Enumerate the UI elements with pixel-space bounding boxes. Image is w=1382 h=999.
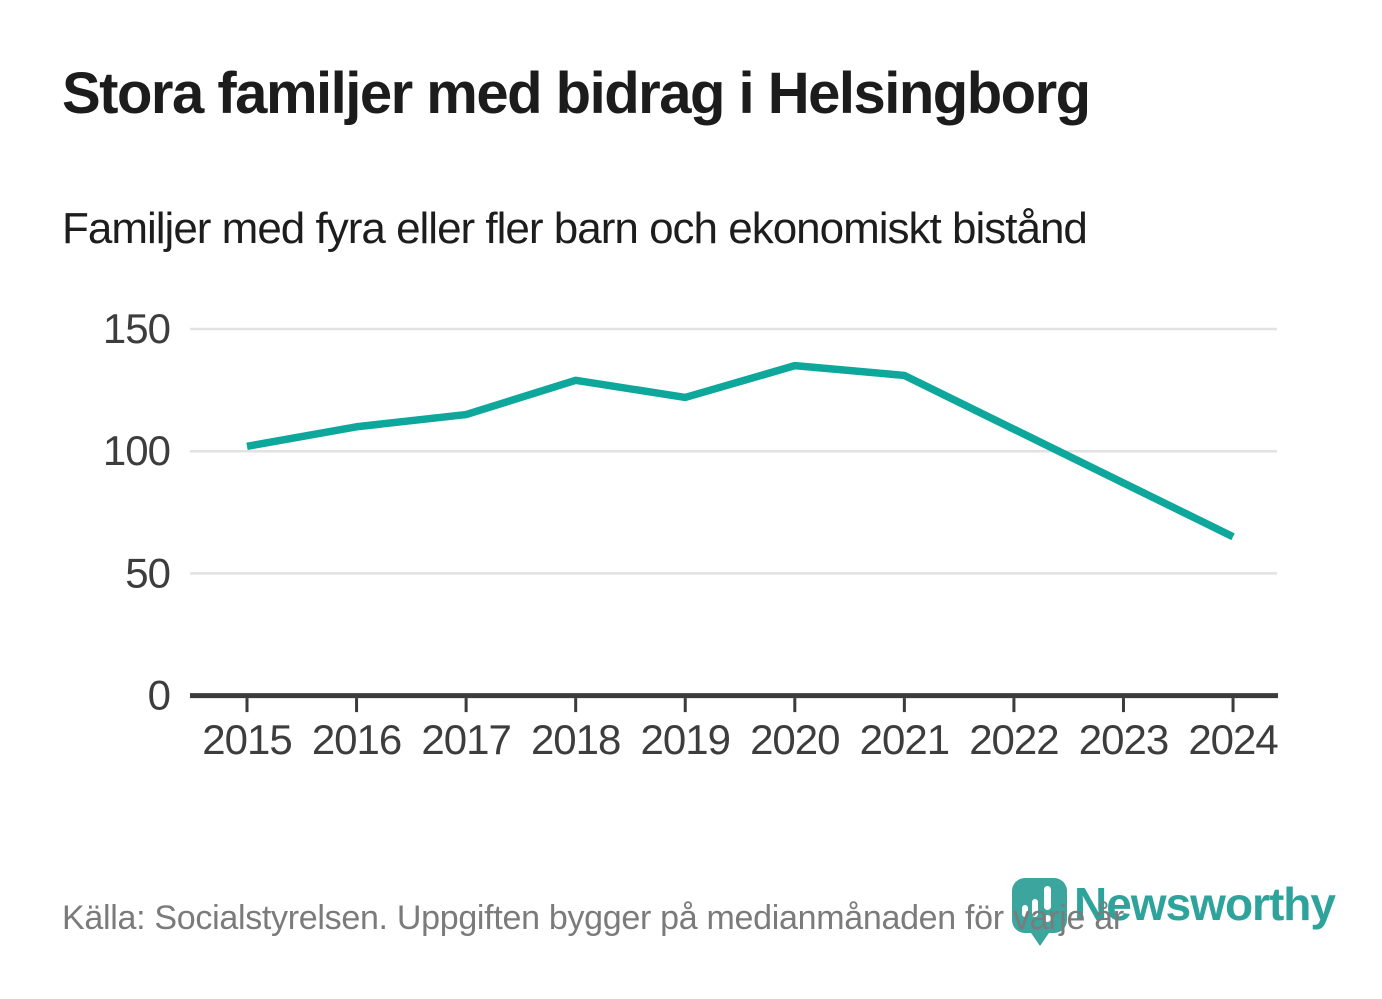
newsworthy-logo-icon <box>1012 878 1067 933</box>
x-axis-tick-label: 2024 <box>1188 716 1278 763</box>
x-axis-tick-label: 2017 <box>421 716 510 763</box>
y-axis-tick-label: 100 <box>103 427 170 474</box>
y-axis-tick-label: 0 <box>148 672 170 719</box>
logo-exclamation-icon <box>1044 886 1051 910</box>
data-line-series <box>246 361 1235 541</box>
x-axis-tick-label: 2022 <box>969 716 1058 763</box>
x-axis-tick-label: 2023 <box>1079 716 1168 763</box>
chart-subtitle: Familjer med fyra eller fler barn och ek… <box>62 204 1088 253</box>
logo-bar-icon <box>1032 899 1038 917</box>
x-axis-tick-label: 2018 <box>531 716 620 763</box>
logo-bar-icon <box>1022 905 1028 917</box>
x-axis-tick-label: 2015 <box>202 716 291 763</box>
x-axis-tick-label: 2020 <box>750 716 839 763</box>
chart-title: Stora familjer med bidrag i Helsingborg <box>62 61 1091 126</box>
logo-exclamation-dot-icon <box>1044 915 1051 922</box>
x-axis-tick-label: 2016 <box>312 716 401 763</box>
x-axis-tick-label: 2021 <box>860 716 949 763</box>
y-axis-tick-label: 150 <box>103 305 170 352</box>
source-note: Källa: Socialstyrelsen. Uppgiften bygger… <box>62 899 1124 937</box>
x-axis-tick-label: 2019 <box>641 716 730 763</box>
y-axis-tick-label: 50 <box>125 549 170 596</box>
newsworthy-logo-text: Newsworthy <box>1074 878 1336 930</box>
line-chart: 2015 2016 2017 2018 2019 2020 2021 2022 2023 2024… <box>103 305 1279 763</box>
logo-bubble-tail <box>1029 930 1051 946</box>
